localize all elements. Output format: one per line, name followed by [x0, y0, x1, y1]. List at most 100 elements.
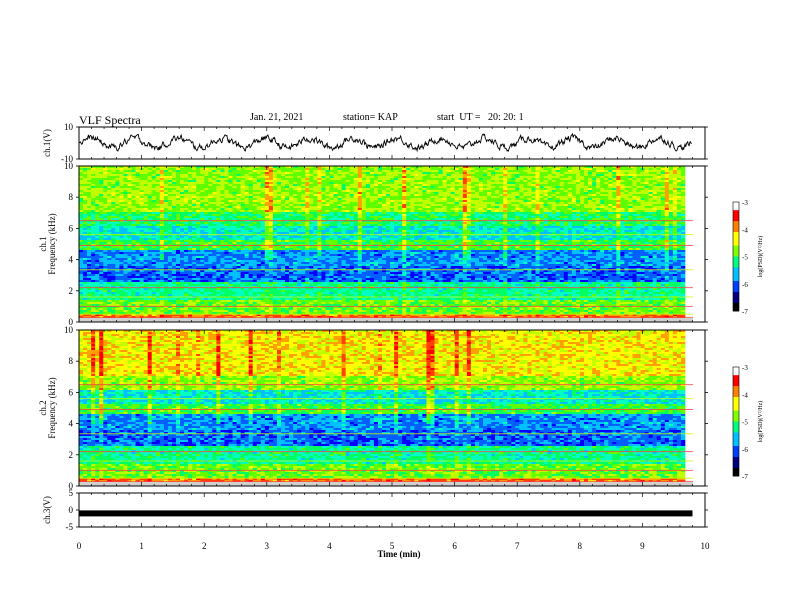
colorbar-segment: [733, 399, 739, 403]
y-tick-label: 4: [69, 255, 74, 265]
colorbar-segment: [733, 300, 739, 304]
y-axis-label: ch.3(V): [42, 496, 52, 524]
colorbar-segment: [733, 396, 739, 401]
y-axis-label: Frequency (kHz): [47, 377, 57, 438]
colorbar-segment: [733, 308, 739, 312]
colorbar-segment: [733, 289, 739, 293]
colorbar-segment: [733, 270, 739, 274]
y-axis-label: ch.2: [38, 400, 48, 415]
colorbar-segment: [733, 435, 739, 439]
colorbar-segment: [733, 418, 739, 422]
colorbar-segment: [733, 454, 739, 458]
y-tick-label: -10: [61, 154, 73, 164]
colorbar-segment: [733, 372, 739, 376]
x-tick-label: 4: [327, 541, 332, 551]
colorbar-segment: [733, 440, 739, 444]
colorbar-segment: [733, 451, 739, 455]
colorbar-segment: [733, 421, 739, 425]
y-axis-label: ch.1(V): [42, 129, 52, 157]
colorbar-segment: [733, 212, 739, 217]
spectrogram-ch2: [79, 330, 705, 487]
x-tick-label: 2: [202, 541, 207, 551]
colorbar-segment: [733, 210, 739, 214]
ch3-signal-line: [79, 510, 693, 517]
colorbar-segment: [733, 215, 739, 219]
colorbar-segment: [733, 473, 739, 477]
colorbar-segment: [733, 429, 739, 433]
colorbar-segment: [733, 267, 739, 271]
colorbar-segment: [733, 291, 739, 296]
y-tick-label: 8: [69, 356, 74, 366]
x-tick-label: 10: [701, 541, 711, 551]
colorbar-segment: [733, 204, 739, 208]
colorbar-segment: [733, 207, 739, 211]
x-tick-label: 8: [578, 541, 583, 551]
y-axis-label: Frequency (kHz): [47, 213, 57, 274]
colorbar-label: log(PSD)(V²/Hz): [757, 236, 764, 277]
ch1-waveform-line: [78, 132, 692, 153]
colorbar-segment: [733, 272, 739, 276]
colorbar-segment: [733, 446, 739, 450]
colorbar-segment: [733, 223, 739, 227]
colorbar-segment: [733, 369, 739, 373]
colorbar-segment: [733, 242, 739, 246]
colorbar-segment: [733, 467, 739, 471]
x-tick-label: 0: [77, 541, 82, 551]
panel-frame-4: [78, 492, 706, 528]
colorbar-segment: [733, 302, 739, 306]
colorbar-tick-label: -6: [742, 281, 748, 289]
colorbar-tick-label: -5: [742, 419, 748, 427]
colorbar-segment: [733, 470, 739, 474]
colorbar-segment: [733, 456, 739, 461]
colorbar-frame: [732, 201, 740, 312]
colorbar-segment: [733, 462, 739, 466]
y-tick-label: 10: [64, 122, 74, 132]
colorbar-segment: [733, 297, 739, 301]
colorbar-segment: [733, 264, 739, 268]
colorbar-segment: [733, 432, 739, 436]
y-tick-label: 10: [64, 325, 74, 335]
colorbar-segment: [733, 305, 739, 309]
x-tick-label: 1: [139, 541, 144, 551]
y-tick-label: 5: [69, 488, 74, 498]
y-axis-label: ch.1: [38, 236, 48, 251]
colorbar-frame: [732, 366, 740, 477]
colorbar-segment: [733, 202, 739, 206]
colorbar-segment: [733, 253, 739, 257]
colorbar-segment: [733, 231, 739, 236]
colorbar-segment: [733, 459, 739, 463]
colorbar-tick-label: -7: [742, 308, 748, 316]
colorbar-segment: [733, 375, 739, 379]
colorbar-tick-label: -4: [742, 391, 748, 399]
colorbar-segment: [733, 259, 739, 263]
colorbar-segment: [733, 245, 739, 249]
y-tick-label: -5: [66, 522, 74, 532]
colorbar-segment: [733, 294, 739, 298]
colorbar-segment: [733, 383, 739, 387]
x-tick-label: 3: [265, 541, 270, 551]
colorbar-segment: [733, 405, 739, 409]
colorbar-tick-label: -7: [742, 473, 748, 481]
date-label: Jan. 21, 2021: [250, 112, 303, 123]
y-tick-label: 0: [69, 481, 74, 491]
colorbar-segment: [733, 234, 739, 238]
spectrogram-ch1: [79, 166, 705, 323]
colorbar-segment: [733, 448, 739, 452]
colorbar-segment: [733, 391, 739, 395]
x-tick-label: 7: [515, 541, 520, 551]
colorbar-tick-label: -3: [742, 199, 748, 207]
x-tick-label: 6: [452, 541, 457, 551]
start-time-label: start UT = 20: 20: 1: [437, 112, 524, 123]
station-label: station= KAP: [343, 112, 398, 123]
chart-title: VLF Spectra: [79, 113, 141, 128]
colorbar-segment: [733, 426, 739, 431]
colorbar-segment: [733, 388, 739, 392]
colorbar-tick-label: -3: [742, 364, 748, 372]
colorbar-segment: [733, 240, 739, 244]
colorbar-segment: [733, 402, 739, 406]
colorbar-segment: [733, 278, 739, 282]
colorbar-segment: [733, 407, 739, 411]
colorbar-label: log(PSD)(V²/Hz): [757, 401, 764, 442]
colorbar-segment: [733, 416, 739, 420]
